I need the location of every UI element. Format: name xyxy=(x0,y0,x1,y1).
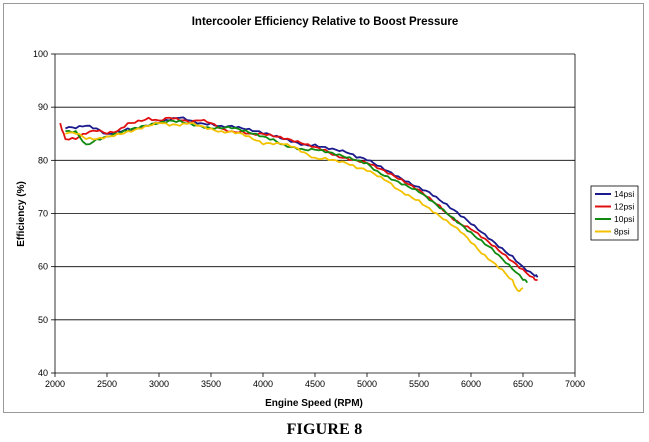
x-tick-label: 6000 xyxy=(461,379,481,389)
x-tick-label: 7000 xyxy=(565,379,585,389)
legend-label: 12psi xyxy=(614,202,634,212)
series-line-8psi xyxy=(65,121,524,293)
x-axis-title: Engine Speed (RPM) xyxy=(265,398,363,409)
x-tick-label: 3000 xyxy=(149,379,169,389)
axes: 40 50 60 70 80 90 100 2000 2500 3000 3500 4000 4500 5… xyxy=(33,49,585,389)
y-tick-label: 50 xyxy=(38,315,48,325)
chart-title: Intercooler Efficiency Relative to Boost… xyxy=(192,16,459,28)
y-tick-label: 100 xyxy=(33,49,48,59)
x-tick-label: 6500 xyxy=(513,379,533,389)
y-tick-label: 60 xyxy=(38,262,48,272)
y-tick-label: 90 xyxy=(38,102,48,112)
series-line-10psi xyxy=(65,119,528,284)
y-tick-label: 40 xyxy=(38,368,48,378)
legend-label: 10psi xyxy=(614,214,634,224)
y-tick-label: 80 xyxy=(38,155,48,165)
x-tick-label: 4500 xyxy=(305,379,325,389)
x-tick-label: 3500 xyxy=(201,379,221,389)
series-line-14psi xyxy=(65,116,539,278)
series-lines xyxy=(59,116,539,293)
gridlines xyxy=(55,53,575,374)
x-tick-label: 5000 xyxy=(357,379,377,389)
x-tick-label: 2500 xyxy=(97,379,117,389)
x-tick-label: 4000 xyxy=(253,379,273,389)
legend-label: 14psi xyxy=(614,189,634,199)
figure-caption: FIGURE 8 xyxy=(286,421,363,438)
legend: 14psi 12psi 10psi 8psi xyxy=(590,185,639,241)
x-tick-label: 5500 xyxy=(409,379,429,389)
y-axis-title: Efficiency (%) xyxy=(16,181,27,247)
y-tick-label: 70 xyxy=(38,209,48,219)
legend-label: 8psi xyxy=(614,227,630,237)
chart-frame xyxy=(3,3,644,413)
x-tick-label: 2000 xyxy=(45,379,65,389)
series-line-12psi xyxy=(59,116,538,281)
